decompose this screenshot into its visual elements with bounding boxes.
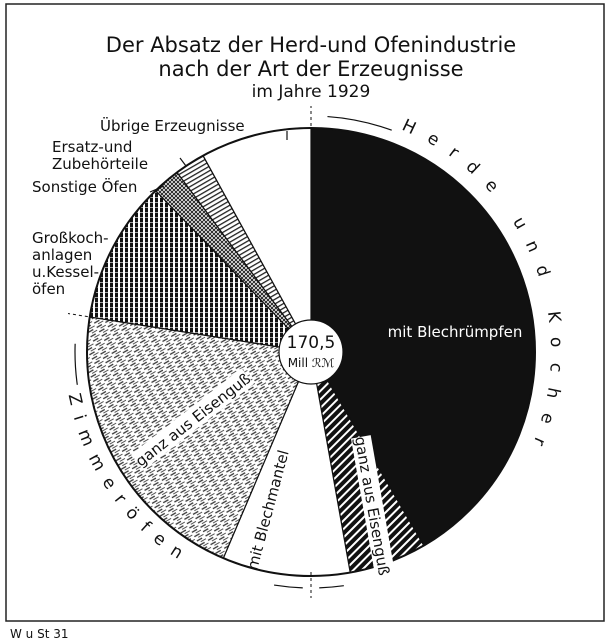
- chart-title: nach der Art der Erzeugnisse: [158, 57, 463, 81]
- center-label: Mill ℛℳ: [288, 356, 335, 370]
- slice-label: u.Kessel-: [32, 263, 99, 281]
- center-label: 170,5: [287, 333, 336, 353]
- slice-label: Großkoch-: [32, 229, 109, 247]
- slice-label: mit Blechrümpfen: [388, 323, 523, 341]
- group-arc: [327, 115, 392, 131]
- slice-label: Zubehörteile: [52, 155, 148, 173]
- center-hole: [278, 319, 344, 385]
- slice-label-group: mit Blechrümpfen: [388, 323, 523, 341]
- label-bg: [350, 435, 395, 577]
- chart-subtitle: im Jahre 1929: [252, 82, 371, 102]
- slice-label: öfen: [32, 280, 65, 298]
- chart-title: Der Absatz der Herd-und Ofenindustrie: [106, 33, 516, 57]
- frame: [5, 3, 605, 622]
- label-bg: [131, 368, 254, 471]
- group-arc: [74, 343, 78, 385]
- pie-outline: [86, 127, 536, 577]
- slice-label: Sonstige Öfen: [32, 177, 137, 196]
- group-arc: [273, 584, 303, 589]
- group-divider: [67, 313, 94, 319]
- leader-line: [149, 185, 165, 193]
- slice-label: Ersatz-und: [52, 138, 132, 156]
- group-arc: [319, 585, 344, 589]
- slice-label: Übrige Erzeugnisse: [100, 116, 245, 135]
- leader-line: [179, 157, 187, 167]
- footer: W u St 31: [10, 627, 69, 641]
- slice-label: anlagen: [32, 246, 92, 264]
